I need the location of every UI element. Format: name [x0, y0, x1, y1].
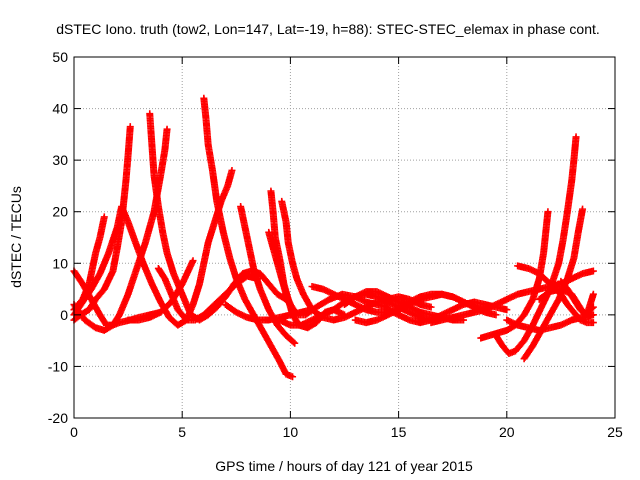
- data-series: [221, 301, 316, 324]
- y-tick-label: -10: [48, 358, 68, 374]
- data-series: [237, 203, 299, 347]
- data-point: [572, 133, 580, 141]
- y-tick-label: 10: [52, 255, 68, 271]
- x-axis-title: GPS time / hours of day 121 of year 2015: [215, 458, 473, 474]
- y-tick-label: 50: [52, 49, 68, 65]
- data-point: [189, 257, 197, 265]
- y-tick-label: 0: [60, 307, 68, 323]
- data-point: [492, 311, 500, 319]
- data-series: [278, 197, 435, 324]
- x-tick-label: 15: [391, 424, 407, 440]
- data-series: [265, 228, 392, 319]
- data-point: [289, 373, 297, 381]
- chart-title: dSTEC Iono. truth (tow2, Lon=147, Lat=-1…: [56, 21, 600, 37]
- data-series: [520, 205, 587, 363]
- data-point: [589, 319, 597, 327]
- data-series: [503, 311, 597, 334]
- data-series-layer: [70, 94, 597, 381]
- data-point: [100, 213, 108, 221]
- grid-lines: [74, 57, 615, 418]
- x-tick-label: 10: [283, 424, 299, 440]
- data-series: [557, 277, 597, 319]
- y-tick-label: 20: [52, 204, 68, 220]
- series-marker: [289, 338, 297, 346]
- data-point: [544, 208, 552, 216]
- y-tick-label: -20: [48, 410, 68, 426]
- data-point: [427, 303, 435, 311]
- data-point: [589, 290, 597, 298]
- data-series: [154, 264, 262, 324]
- x-tick-label: 20: [499, 424, 515, 440]
- x-tick-label: 5: [178, 424, 186, 440]
- x-tick-label: 25: [607, 424, 623, 440]
- data-series: [514, 262, 597, 327]
- data-point: [579, 205, 587, 213]
- x-tick-label: 0: [70, 424, 78, 440]
- data-point: [503, 306, 511, 314]
- plot-frame: [73, 56, 616, 419]
- data-point: [589, 267, 597, 275]
- y-tick-label: 40: [52, 101, 68, 117]
- axis-ticks: 0 5 10 15 20 25 -20 -10 0 10 20 30 40 50: [48, 49, 623, 440]
- data-series: [200, 94, 297, 381]
- data-point: [589, 311, 597, 319]
- data-series: [70, 123, 134, 324]
- data-point: [228, 166, 236, 174]
- y-tick-label: 30: [52, 152, 68, 168]
- data-point: [126, 123, 134, 131]
- data-point: [291, 339, 299, 347]
- data-point: [163, 125, 171, 133]
- y-axis-title: dSTEC / TECUs: [8, 186, 24, 288]
